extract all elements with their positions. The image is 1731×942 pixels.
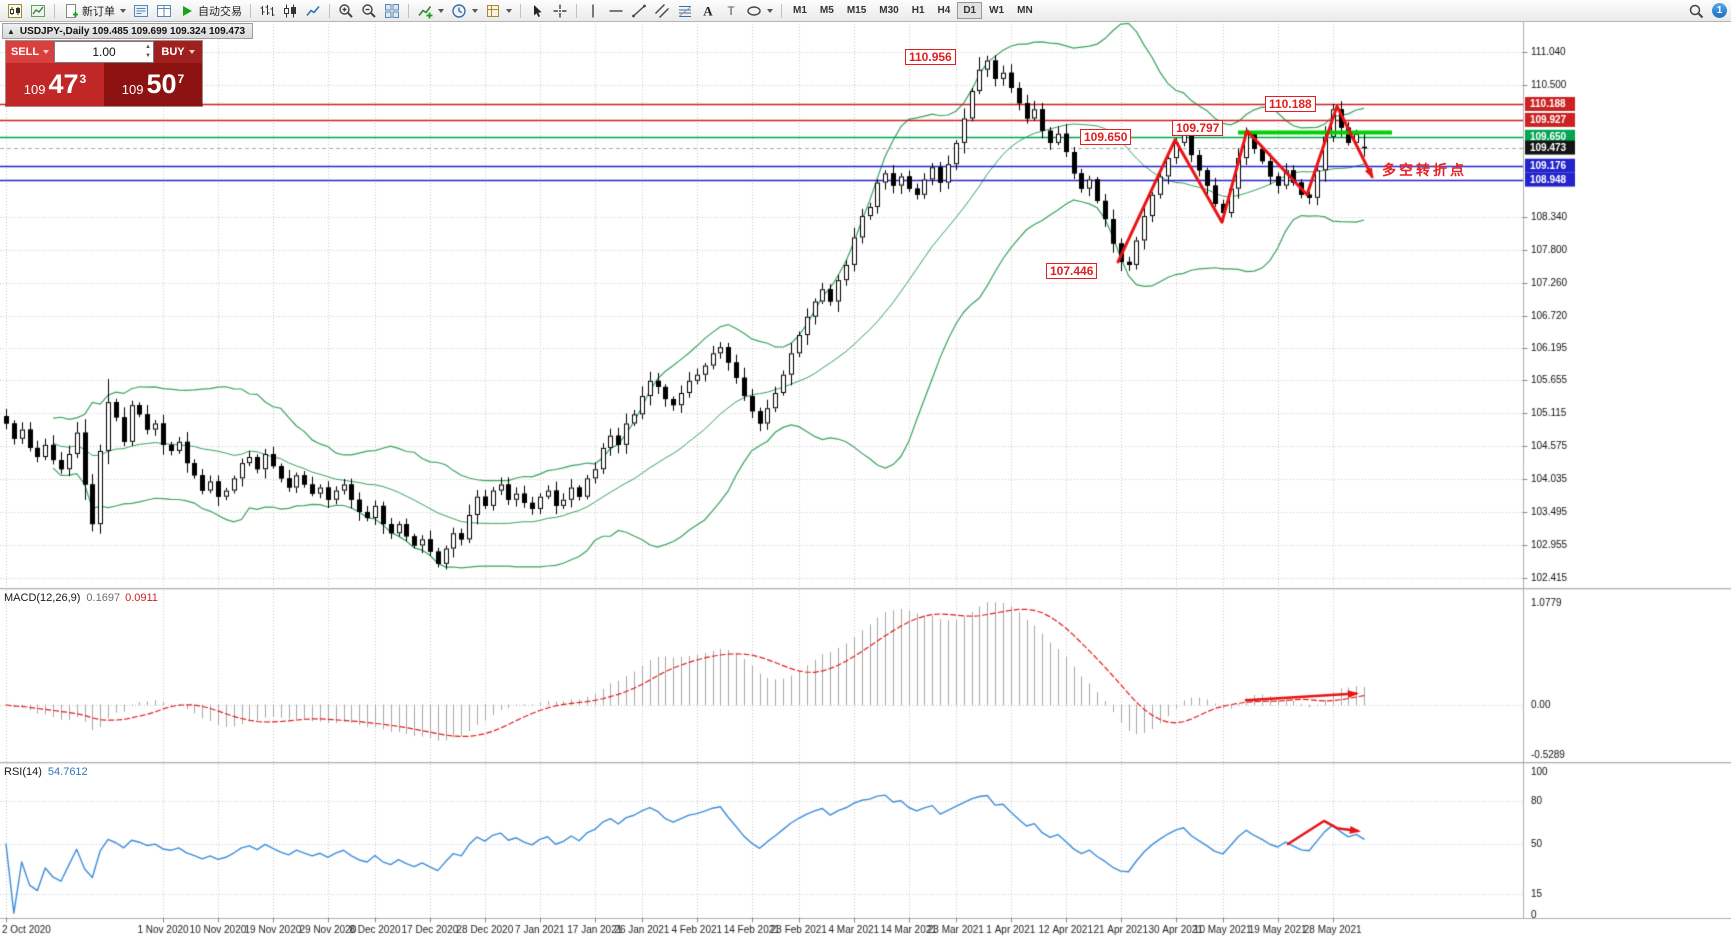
- rsi-label: RSI(14): [4, 766, 42, 778]
- ohlc-bars-icon[interactable]: [256, 2, 278, 20]
- sell-price-small: 109: [23, 82, 46, 97]
- chart-price-label[interactable]: 110.188: [1265, 95, 1316, 112]
- chart-price-label[interactable]: 110.956: [905, 49, 956, 66]
- trendline-icon[interactable]: [628, 2, 650, 20]
- toolbar-separator: [329, 3, 330, 18]
- buy-label: BUY: [161, 46, 185, 58]
- tile-windows-icon[interactable]: [381, 2, 403, 20]
- rsi-value: 54.7612: [47, 766, 88, 778]
- chevron-down-icon: [188, 50, 195, 54]
- macd-value-1: 0.1697: [86, 592, 121, 604]
- rsi-header: RSI(14) 54.7612: [4, 766, 88, 778]
- timeframe-m30[interactable]: M30: [879, 5, 899, 16]
- chevron-down-icon: [767, 8, 773, 13]
- charts-list-icon[interactable]: [130, 2, 152, 20]
- one-click-trading-panel: SELL 1.00 ▲ ▼ BUY 109 47 3 109 50 7: [6, 41, 202, 106]
- volume-value: 1.00: [92, 45, 116, 59]
- toolbar-separator: [520, 3, 521, 18]
- sell-price-sup: 3: [79, 71, 87, 86]
- vertical-line-icon[interactable]: [582, 2, 604, 20]
- toolbar-separator: [408, 3, 409, 18]
- buy-price-sup: 7: [177, 71, 185, 86]
- new-order-label: 新订单: [82, 5, 115, 18]
- sell-price-big: 47: [48, 69, 79, 99]
- zoom-out-icon[interactable]: [358, 2, 380, 20]
- toolbar: 新订单 自动交易 A T M1 M5 M15 M30 H1 H4 D1 W1 M…: [0, 0, 1731, 22]
- toolbar-separator: [250, 3, 251, 18]
- timeframe-h4[interactable]: H4: [937, 5, 951, 16]
- volume-input[interactable]: 1.00 ▲ ▼: [54, 41, 154, 63]
- timeframe-m5[interactable]: M5: [819, 5, 834, 16]
- data-window-icon[interactable]: [153, 2, 175, 20]
- timeframe-m1[interactable]: M1: [793, 5, 807, 16]
- chart-price-label[interactable]: 107.446: [1046, 263, 1098, 280]
- chevron-down-icon: [438, 8, 444, 13]
- trade-panel-prices: 109 47 3 109 50 7: [6, 63, 202, 106]
- buy-price-big: 50: [146, 69, 177, 99]
- buy-price-button[interactable]: 109 50 7: [104, 63, 202, 106]
- candlestick-chart-icon[interactable]: [279, 2, 301, 20]
- sell-button[interactable]: SELL: [6, 41, 54, 63]
- chart-price-label[interactable]: 109.650: [1080, 128, 1132, 145]
- note-text[interactable]: 多空转折点: [1382, 162, 1467, 179]
- chart-price-label[interactable]: 109.797: [1172, 119, 1224, 136]
- channel-icon[interactable]: [651, 2, 673, 20]
- text-label-icon[interactable]: T: [720, 2, 742, 20]
- trade-panel-top: SELL 1.00 ▲ ▼ BUY: [6, 41, 202, 63]
- chart-info-strip: ▲ USDJPY-,Daily 109.485 109.699 109.324 …: [2, 23, 254, 39]
- macd-value-2: 0.0911: [125, 592, 158, 604]
- toolbar-separator: [54, 3, 55, 18]
- autotrading-label: 自动交易: [198, 5, 242, 18]
- macd-header: MACD(12,26,9) 0.1697 0.0911: [4, 592, 158, 604]
- new-order-button[interactable]: 新订单: [60, 2, 129, 20]
- periods-button[interactable]: [448, 2, 481, 20]
- chevron-down-icon: [120, 8, 126, 13]
- chart-icon: ▲: [7, 26, 15, 36]
- chevron-down-icon: [43, 50, 50, 54]
- timeframe-w1[interactable]: W1: [989, 5, 1005, 16]
- buy-price-small: 109: [121, 82, 144, 97]
- autotrading-button[interactable]: 自动交易: [176, 2, 245, 20]
- zoom-in-icon[interactable]: [335, 2, 357, 20]
- sell-price-button[interactable]: 109 47 3: [6, 63, 104, 106]
- timeframe-mn[interactable]: MN: [1017, 5, 1033, 16]
- chevron-down-icon: [472, 8, 478, 13]
- timeframe-h1[interactable]: H1: [911, 5, 925, 16]
- search-icon[interactable]: [1685, 2, 1707, 20]
- chart-window-icon[interactable]: [4, 2, 26, 20]
- shapes-button[interactable]: [743, 2, 776, 20]
- svg-text:T: T: [727, 4, 735, 18]
- chart-title-ohlc: USDJPY-,Daily 109.485 109.699 109.324 10…: [19, 25, 246, 37]
- notifications-badge[interactable]: 1: [1712, 3, 1727, 18]
- crosshair-icon[interactable]: [549, 2, 571, 20]
- line-chart-icon[interactable]: [302, 2, 324, 20]
- volume-spinner[interactable]: ▲ ▼: [145, 44, 151, 59]
- fibonacci-icon[interactable]: [674, 2, 696, 20]
- cursor-icon[interactable]: [526, 2, 548, 20]
- sell-label: SELL: [10, 46, 40, 58]
- new-chart-icon[interactable]: [27, 2, 49, 20]
- timeframe-d1[interactable]: D1: [957, 2, 983, 19]
- buy-button[interactable]: BUY: [154, 41, 202, 63]
- chevron-down-icon: [506, 8, 512, 13]
- svg-text:A: A: [703, 3, 713, 18]
- templates-button[interactable]: [482, 2, 515, 20]
- indicators-button[interactable]: [414, 2, 447, 20]
- text-icon[interactable]: A: [697, 2, 719, 20]
- horizontal-line-icon[interactable]: [605, 2, 627, 20]
- macd-label: MACD(12,26,9): [4, 592, 81, 604]
- toolbar-separator: [781, 3, 782, 18]
- toolbar-separator: [576, 3, 577, 18]
- timeframe-m15[interactable]: M15: [846, 5, 867, 16]
